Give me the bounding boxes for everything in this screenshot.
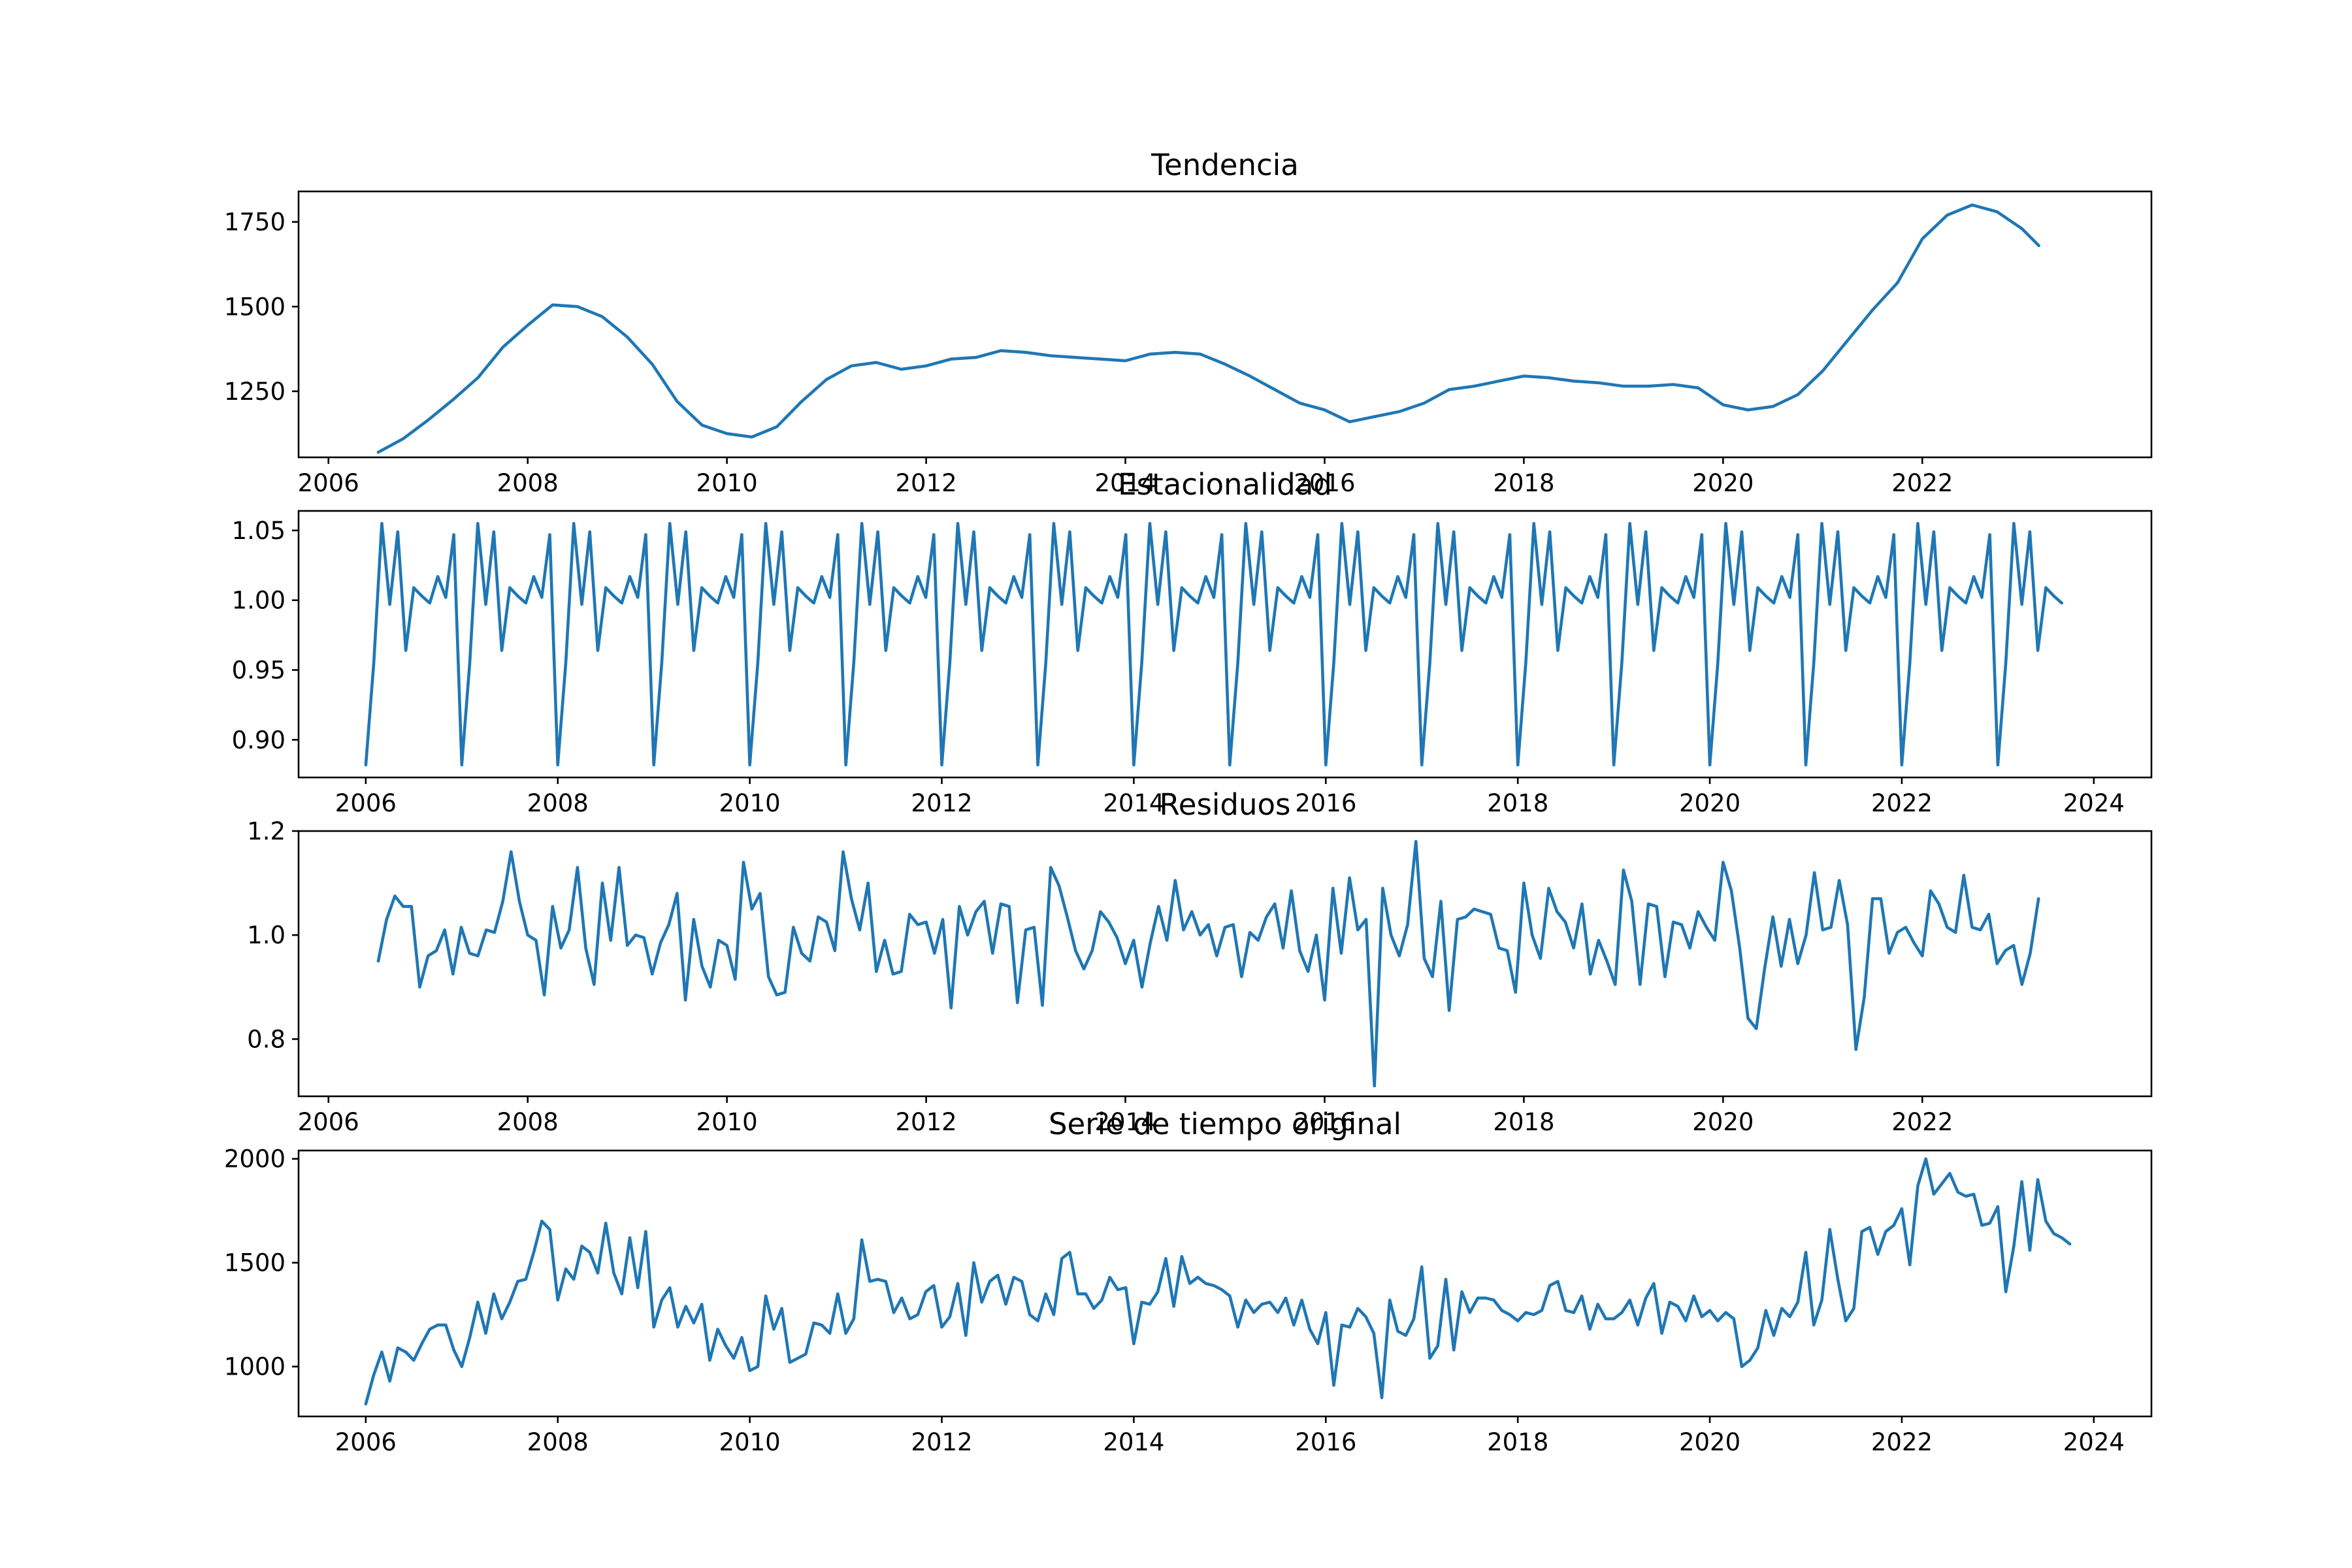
original-series-x-tick-label: 2010 [719,1428,781,1456]
trend-x-tick-label: 2014 [1094,469,1156,497]
trend-x-tick-label: 2016 [1294,469,1355,497]
seasonality-x-tick-label: 2006 [335,789,397,817]
trend-plot-area [297,190,2153,459]
original-series-x-tick-label: 2018 [1487,1428,1548,1456]
residuals-y-tick-label: 1.2 [247,817,286,845]
trend-x-tick-label: 2018 [1493,469,1554,497]
seasonality-x-axis: 2006 2008 2010 2012 2014 2016 2018 2020 2022 2024 [335,777,2125,817]
residuals-y-axis: 0.8 1.0 1.2 [247,817,299,1053]
original-series-x-tick-label: 2024 [2063,1428,2125,1456]
residuals-x-tick-label: 2018 [1493,1108,1554,1136]
residuals-x-tick-label: 2022 [1891,1108,1953,1136]
original-series-series-line [364,1157,2072,1406]
seasonality-x-tick-label: 2020 [1679,789,1740,817]
seasonality-y-tick-label: 0.90 [232,726,286,754]
original-series-x-tick-label: 2012 [911,1428,972,1456]
residuals-axes-frame [297,830,2153,1098]
original-series-x-tick-label: 2008 [527,1428,589,1456]
original-series-x-axis: 2006 2008 2010 2012 2014 2016 2018 2020 2022 2024 [335,1416,2125,1456]
trend-x-tick-label: 2022 [1891,469,1953,497]
seasonality-x-tick-label: 2014 [1103,789,1164,817]
original-series-x-tick-label: 2022 [1871,1428,1933,1456]
trend-title: Tendencia [1151,148,1299,182]
residuals-x-tick-label: 2020 [1692,1108,1754,1136]
seasonality-x-tick-label: 2024 [2063,789,2125,817]
trend-x-tick-label: 2010 [696,469,758,497]
seasonality-x-tick-label: 2018 [1487,789,1548,817]
trend-x-axis: 2006 2008 2010 2012 2014 2016 2018 2020 2022 [298,457,1953,497]
trend-x-tick-label: 2012 [895,469,956,497]
original-series-y-axis: 1000 1500 2000 [224,1145,299,1381]
seasonality-plot-area [297,510,2153,779]
residuals-y-tick-label: 0.8 [247,1025,286,1053]
original-series-x-tick-label: 2016 [1295,1428,1356,1456]
original-series-axes-frame [297,1149,2153,1418]
residuals-plot-area [297,830,2153,1098]
residuals-series-line [376,840,2040,1088]
seasonality-x-tick-label: 2022 [1871,789,1933,817]
trend-x-tick-label: 2008 [497,469,559,497]
residuals-title: Residuos [1160,787,1291,822]
residuals-x-tick-label: 2008 [497,1108,559,1136]
seasonality-y-axis: 0.90 0.95 1.00 1.05 [232,517,299,754]
original-series-panel: Serie de tiempo original 2006 2008 2010 201… [224,1107,2153,1456]
original-series-x-tick-label: 2020 [1679,1428,1740,1456]
seasonality-x-tick-label: 2008 [527,789,589,817]
original-series-x-tick-label: 2014 [1103,1428,1164,1456]
residuals-panel: Residuos 2006 2008 2010 2012 2014 2016 2018 202… [247,787,2153,1136]
trend-x-tick-label: 2020 [1692,469,1754,497]
original-series-title: Serie de tiempo original [1049,1107,1401,1141]
original-series-y-tick-label: 1500 [224,1249,286,1277]
residuals-x-tick-label: 2010 [696,1108,758,1136]
original-series-plot-area [297,1149,2153,1418]
trend-y-tick-label: 1250 [224,378,286,406]
trend-y-tick-label: 1500 [224,293,286,321]
residuals-x-tick-label: 2012 [895,1108,956,1136]
original-series-y-tick-label: 1000 [224,1353,286,1381]
residuals-x-tick-label: 2016 [1294,1108,1355,1136]
seasonality-title: Estacionalidad [1118,467,1332,502]
trend-panel: Tendencia 2006 2008 2010 2012 2014 2016 2018 20… [224,148,2153,497]
residuals-x-tick-label: 2006 [298,1108,359,1136]
residuals-x-tick-label: 2014 [1094,1108,1156,1136]
residuals-x-axis: 2006 2008 2010 2012 2014 2016 2018 2020 2022 [298,1096,1953,1136]
seasonality-axes-frame [297,510,2153,779]
seasonality-y-tick-label: 1.05 [232,517,286,545]
trend-x-tick-label: 2006 [298,469,359,497]
trend-y-tick-label: 1750 [224,208,286,237]
seasonality-y-tick-label: 1.00 [232,587,286,615]
trend-y-axis: 1250 1500 1750 [224,208,299,406]
original-series-y-tick-label: 2000 [224,1145,286,1173]
trend-series-line [376,203,2040,454]
original-series-x-tick-label: 2006 [335,1428,397,1456]
residuals-y-tick-label: 1.0 [247,921,286,949]
seasonality-x-tick-label: 2012 [911,789,972,817]
seasonality-panel: Estacionalidad 2006 2008 2010 2012 2014 2016 2… [232,467,2153,817]
seasonality-x-tick-label: 2016 [1295,789,1356,817]
seasonality-y-tick-label: 0.95 [232,657,286,685]
trend-axes-frame [297,190,2153,459]
seasonality-x-tick-label: 2010 [719,789,781,817]
seasonality-series-line [364,521,2064,767]
